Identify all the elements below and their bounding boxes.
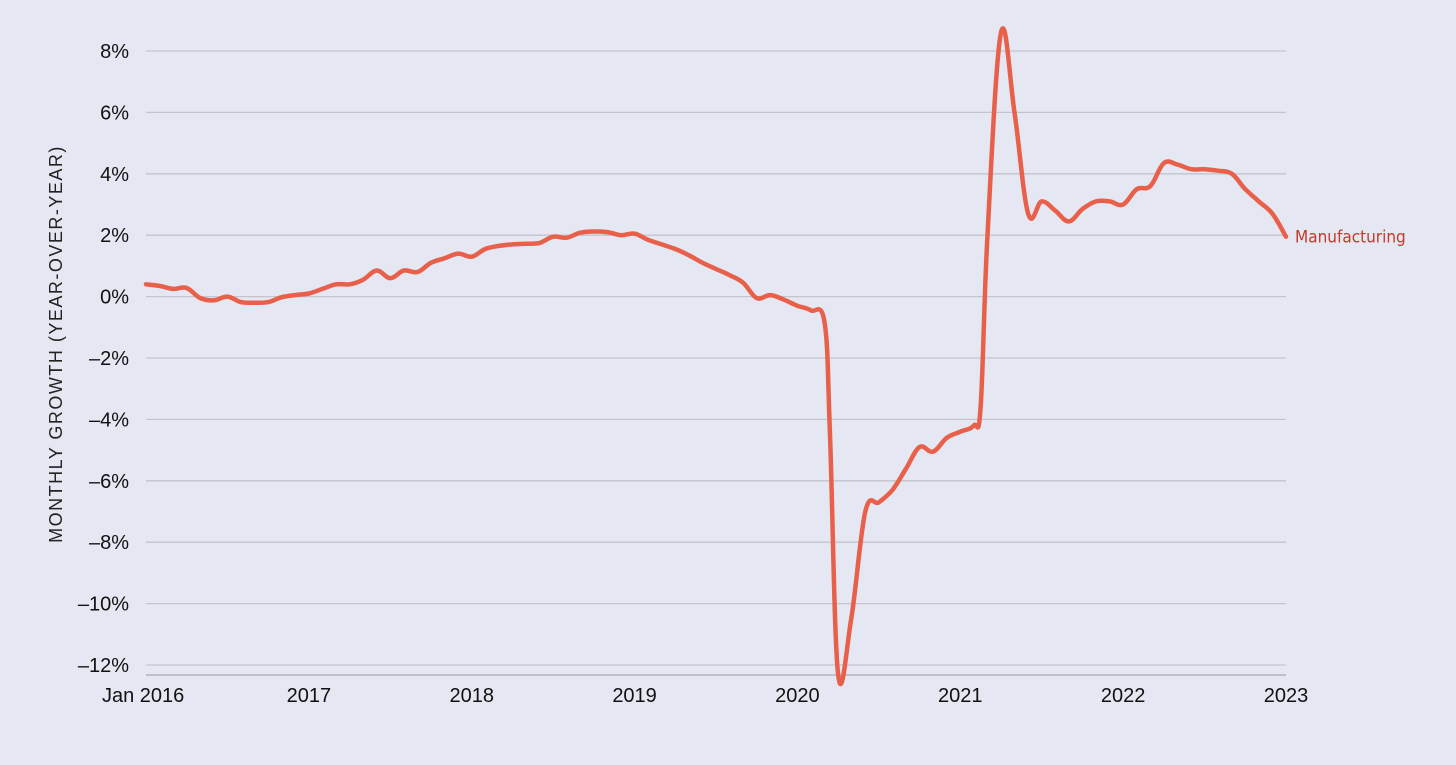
x-tick-label-4: 2020: [775, 685, 820, 707]
x-tick-label-5: 2021: [938, 685, 983, 707]
y-tick-label-8: –8%: [89, 532, 129, 554]
x-axis-ticks: Jan 2016 2017 2018 2019 2020 2021 2022 2023: [102, 685, 1308, 707]
y-axis-title: MONTHLY GROWTH (YEAR-OVER-YEAR): [46, 145, 66, 543]
series-lines: [143, 26, 1289, 686]
y-tick-label-1: 6%: [100, 102, 129, 124]
gridlines: [146, 50, 1286, 676]
x-tick-label-2: 2018: [449, 685, 494, 707]
y-tick-label-9: –10%: [78, 594, 129, 616]
y-tick-label-5: –2%: [89, 348, 129, 370]
series-label-0: Manufacturing: [1295, 228, 1406, 248]
y-tick-label-10: –12%: [78, 655, 129, 677]
y-tick-label-6: –4%: [89, 409, 129, 431]
y-tick-label-2: 4%: [100, 164, 129, 186]
series-line-0: [143, 26, 1289, 686]
series-labels: Manufacturing: [1295, 228, 1406, 248]
x-tick-label-7: 2023: [1264, 685, 1309, 707]
x-tick-label-3: 2019: [612, 685, 657, 707]
y-tick-label-0: 8%: [100, 41, 129, 63]
y-tick-label-4: 0%: [100, 287, 129, 309]
y-tick-label-3: 2%: [100, 225, 129, 247]
x-tick-label-1: 2017: [287, 685, 332, 707]
x-tick-label-6: 2022: [1101, 685, 1146, 707]
y-tick-label-7: –6%: [89, 471, 129, 493]
y-axis-ticks: 8% 6% 4% 2% 0% –2% –4% –6% –8% –10% –12%: [78, 41, 129, 677]
x-tick-label-0: Jan 2016: [102, 685, 184, 707]
